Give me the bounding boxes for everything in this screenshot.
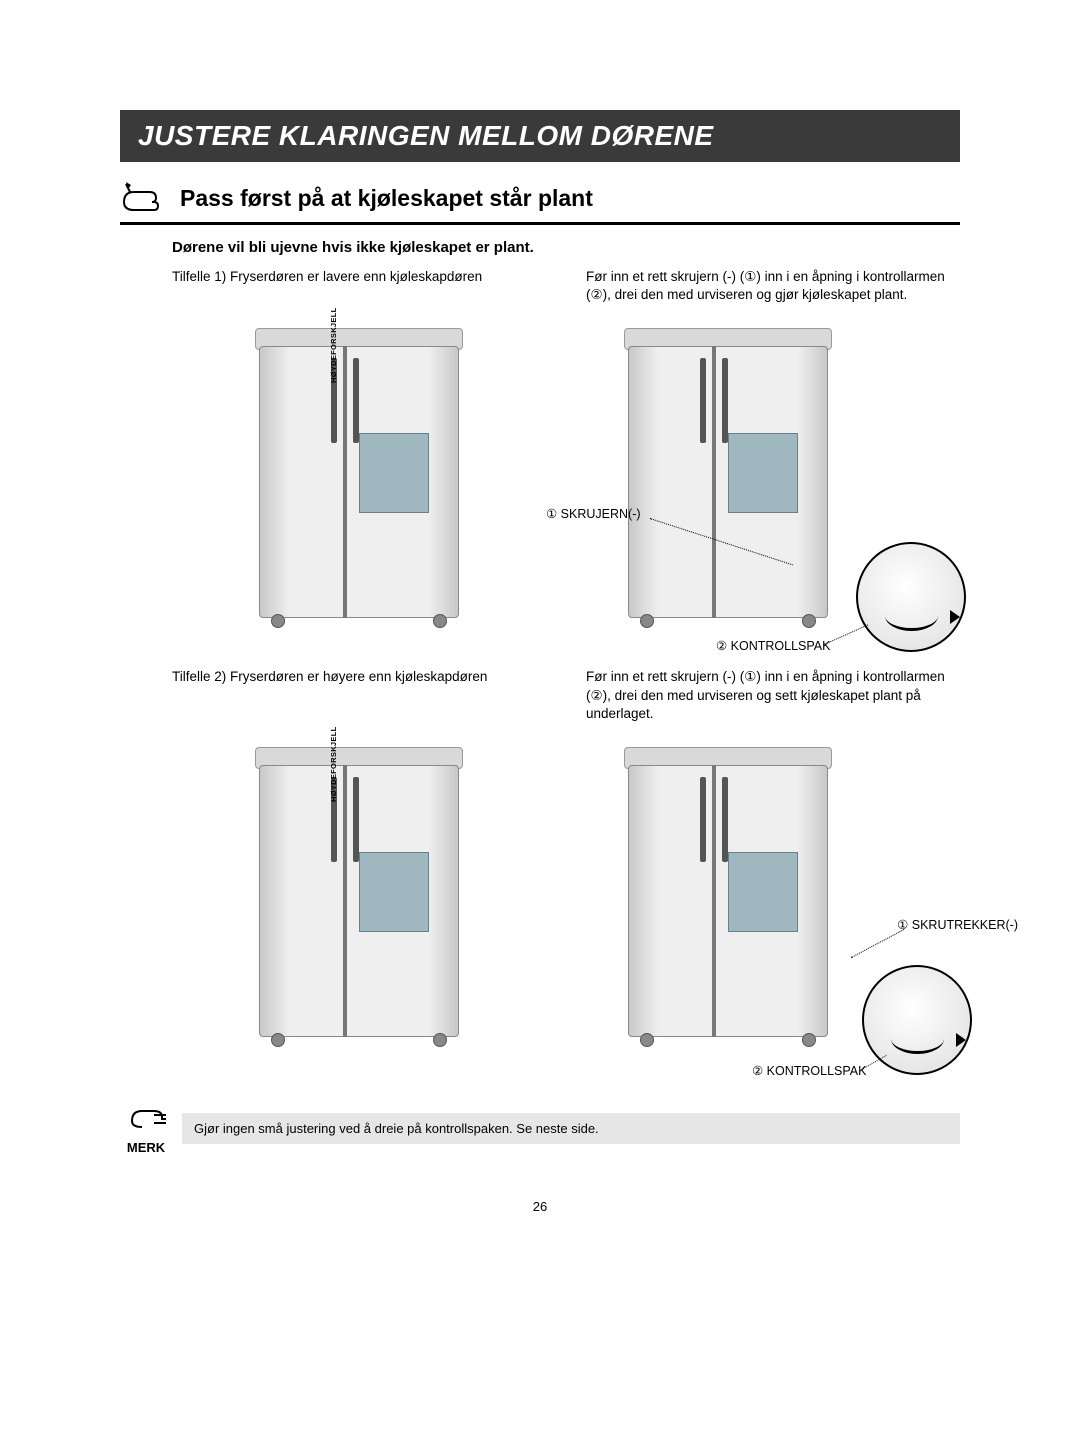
callout-control-lever: ② KONTROLLSPAK xyxy=(752,1063,866,1080)
case1-left-text: Tilfelle 1) Fryserdøren er lavere enn kj… xyxy=(172,268,546,304)
callout-control-lever: ② KONTROLLSPAK xyxy=(716,638,830,655)
fridge-illustration: HØYDEFORSKJELL xyxy=(259,757,459,1037)
note-label: MERK xyxy=(126,1140,166,1155)
fridge-illustration xyxy=(628,757,828,1037)
case2-right-figure: ① SKRUTREKKER(-) ② KONTROLLSPAK xyxy=(586,747,960,1077)
case2-left-text: Tilfelle 2) Fryserdøren er høyere enn kj… xyxy=(172,668,546,723)
section-heading: Pass først på at kjøleskapet står plant xyxy=(180,185,593,212)
note-icon-block: MERK xyxy=(126,1101,166,1155)
detail-magnifier-icon xyxy=(856,542,966,652)
callout-screwdriver: ① SKRUJERN(-) xyxy=(546,506,641,523)
case1-right-text: Før inn et rett skrujern (-) (①) inn i e… xyxy=(586,268,960,304)
height-diff-label: HØYDEFORSKJELL xyxy=(329,308,339,383)
pointing-hand-icon xyxy=(120,180,162,216)
fridge-illustration xyxy=(628,338,828,618)
heading-row: Pass først på at kjøleskapet står plant xyxy=(120,180,960,225)
note-hand-icon xyxy=(126,1101,166,1135)
fridge-illustration: HØYDEFORSKJELL xyxy=(259,338,459,618)
callout-screwdriver: ① SKRUTREKKER(-) xyxy=(897,917,1018,934)
case1-right-figure: ① SKRUJERN(-) ② KONTROLLSPAK xyxy=(586,328,960,658)
case2-left-figure: HØYDEFORSKJELL xyxy=(172,747,546,1077)
note-row: MERK Gjør ingen små justering ved å drei… xyxy=(126,1101,960,1155)
case2-right-text: Før inn et rett skrujern (-) (①) inn i e… xyxy=(586,668,960,723)
section-subheading: Dørene vil bli ujevne hvis ikke kjøleska… xyxy=(172,239,960,256)
case1-left-figure: HØYDEFORSKJELL xyxy=(172,328,546,658)
content-grid: Tilfelle 1) Fryserdøren er lavere enn kj… xyxy=(172,268,960,1077)
section-banner: JUSTERE KLARINGEN MELLOM DØRENE xyxy=(120,110,960,162)
note-text: Gjør ingen små justering ved å dreie på … xyxy=(182,1113,960,1144)
height-diff-label: HØYDEFORSKJELL xyxy=(329,727,339,802)
page-number: 26 xyxy=(120,1199,960,1214)
